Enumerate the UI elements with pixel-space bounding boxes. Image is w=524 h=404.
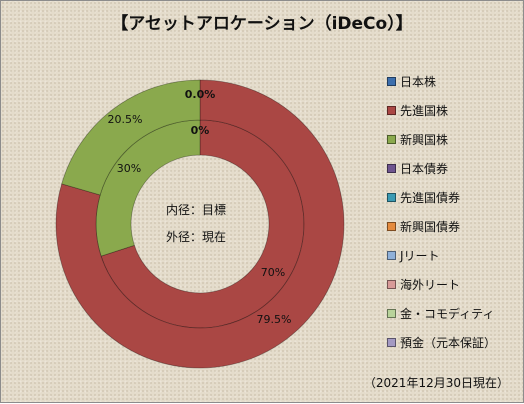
legend-item: 先進国債券 — [387, 183, 496, 212]
legend-swatch — [387, 164, 396, 173]
inner-data-label-1: 70% — [261, 266, 285, 279]
legend-item: 新興国株 — [387, 125, 496, 154]
donut-rings — [55, 79, 345, 369]
legend-swatch — [387, 193, 396, 202]
inner-data-label-0: 0% — [191, 124, 210, 137]
legend-label: 日本株 — [400, 75, 437, 89]
legend-item: 日本債券 — [387, 154, 496, 183]
legend-item: Jリート — [387, 241, 496, 270]
legend-label: Jリート — [400, 249, 440, 263]
legend-item: 金・コモディティ — [387, 299, 496, 328]
outer-data-label-1: 79.5% — [257, 313, 292, 326]
outer-data-label-0: 0.0% — [185, 88, 216, 101]
legend-item: 先進国株 — [387, 96, 496, 125]
outer-ring-slice-1 — [55, 79, 345, 369]
legend-label: 先進国債券 — [400, 191, 461, 205]
legend-swatch — [387, 135, 396, 144]
inner-ring-slice-2 — [95, 119, 201, 257]
legend-label: 先進国株 — [400, 104, 449, 118]
center-label-outer: 外径：現在 — [166, 230, 227, 244]
inner-data-label-2: 30% — [117, 162, 141, 175]
legend-item: 日本株 — [387, 67, 496, 96]
legend-label: 新興国株 — [400, 133, 449, 147]
outer-ring-slice-2 — [61, 79, 201, 196]
legend-item: 海外リート — [387, 270, 496, 299]
legend-swatch — [387, 280, 396, 289]
legend-swatch — [387, 77, 396, 86]
legend-swatch — [387, 106, 396, 115]
as-of-date: （2021年12月30日現在） — [363, 376, 509, 390]
legend-swatch — [387, 309, 396, 318]
legend-label: 金・コモディティ — [400, 307, 495, 321]
legend-swatch — [387, 338, 396, 347]
legend-item: 預金（元本保証） — [387, 328, 496, 357]
outer-data-label-2: 20.5% — [108, 113, 143, 126]
chart-title: 【アセットアロケーション（iDeCo）】 — [111, 14, 413, 34]
legend-swatch — [387, 251, 396, 260]
legend-label: 日本債券 — [400, 162, 449, 176]
chart-legend: 日本株先進国株新興国株日本債券先進国債券新興国債券 Jリート海外リート金・コモディ… — [387, 67, 496, 357]
legend-label: 新興国債券 — [400, 220, 461, 234]
center-label-inner: 内径：目標 — [166, 203, 227, 217]
legend-swatch — [387, 222, 396, 231]
data-labels: 0% 70% 30% 0.0% 79.5% 20.5% — [108, 88, 292, 326]
legend-label: 預金（元本保証） — [400, 336, 497, 350]
legend-item: 新興国債券 — [387, 212, 496, 241]
legend-label: 海外リート — [400, 278, 461, 292]
